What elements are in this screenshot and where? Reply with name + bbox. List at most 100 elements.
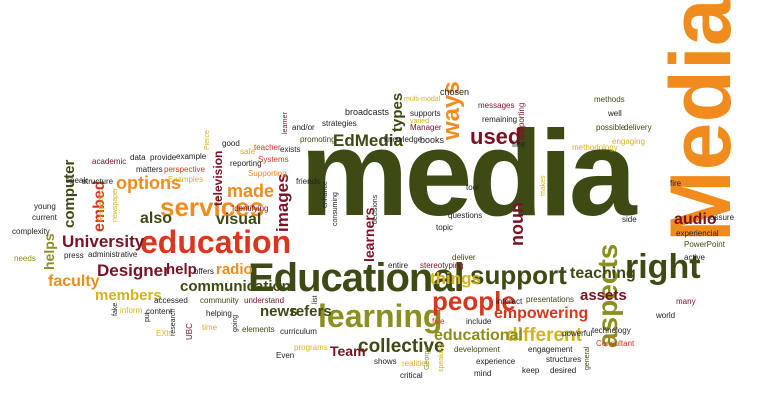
word-systems: Systems xyxy=(258,155,289,164)
word-presentations: presentations xyxy=(526,295,575,304)
word-radio: radio xyxy=(216,261,253,278)
word-used: used xyxy=(470,124,522,149)
word-made: made xyxy=(227,181,275,201)
word-realities: realities xyxy=(402,359,430,368)
word-powerful: powerful xyxy=(562,329,593,338)
word-university: University xyxy=(62,232,145,251)
word-broadcasts: broadcasts xyxy=(345,107,390,117)
word-help: help xyxy=(166,261,197,278)
word-assets: assets xyxy=(580,287,627,304)
word-right: right xyxy=(625,248,701,286)
word-include: include xyxy=(466,317,492,326)
word-varied: varied xyxy=(410,118,430,125)
word-computer: computer xyxy=(61,159,78,228)
word-deliver: deliver xyxy=(452,253,476,262)
word-examples: Examples xyxy=(168,175,204,184)
word-things: things xyxy=(430,269,481,288)
word-list: list xyxy=(312,295,319,304)
word-experience: experience xyxy=(476,357,516,366)
word-programs: programs xyxy=(294,343,328,352)
word-identifying: Identifying xyxy=(232,204,269,213)
word-media-vertical: Media xyxy=(653,0,749,242)
word-side: side xyxy=(622,215,637,224)
word-supports: supports xyxy=(410,109,441,118)
word-perspective: perspective xyxy=(164,165,205,174)
word-friends: friends xyxy=(296,177,321,186)
word-put: put xyxy=(144,312,151,322)
word-powerpoint: PowerPoint xyxy=(684,240,725,249)
word-assure: assure xyxy=(710,213,735,222)
word-chosen: chosen xyxy=(440,87,470,97)
word-communication: communication xyxy=(180,278,291,295)
word-understand: understand xyxy=(244,296,285,305)
word-keep: keep xyxy=(522,366,540,375)
word-strategies: strategies xyxy=(322,119,357,128)
word-remaining: remaining xyxy=(482,115,518,124)
word-development: development xyxy=(454,345,500,354)
word-multi-modal: multi-modal xyxy=(404,96,441,103)
word-interact: interact xyxy=(496,297,523,306)
word-matters: matters xyxy=(136,165,163,174)
word-good: good xyxy=(222,139,240,148)
word-stereotyping: stereotyping xyxy=(420,261,464,270)
word-media: media xyxy=(300,105,637,241)
word-five: five xyxy=(432,317,445,326)
word-support: support xyxy=(470,260,567,290)
word-learning: learning xyxy=(318,298,443,334)
word-and-or: and/or xyxy=(292,123,315,132)
word-teacher: teacher xyxy=(254,143,281,152)
word-edmedia: EdMedia xyxy=(333,131,403,150)
word-complexity: complexity xyxy=(12,227,50,236)
word-young: young xyxy=(34,202,56,211)
word-needs: needs xyxy=(14,254,36,263)
word-helps: helps xyxy=(41,233,57,270)
word-members: members xyxy=(95,287,162,304)
word-consuming: consuming xyxy=(332,192,339,226)
word-collective: collective xyxy=(358,336,445,357)
word-consultant: Consultant xyxy=(596,339,635,348)
word-noun: noun xyxy=(507,202,527,246)
word-knowledge: knowledge xyxy=(384,135,423,144)
word-academic: academic xyxy=(92,157,127,166)
word-speaking: speaking xyxy=(438,343,445,372)
word-television: television xyxy=(211,150,225,206)
word-services: services xyxy=(160,192,265,222)
word-enhance: enhance xyxy=(322,181,329,208)
word-people: people xyxy=(432,286,516,316)
word-exists: exists xyxy=(280,145,301,154)
word-provide: provide xyxy=(150,153,177,162)
word-reporting: reporting xyxy=(230,159,262,168)
word-methods: methods xyxy=(594,95,625,104)
word-inform: inform xyxy=(120,306,143,315)
word-decisions: decisions xyxy=(372,194,379,224)
word-images: images xyxy=(273,173,292,232)
word-entire: entire xyxy=(388,261,409,270)
word-accessed: accessed xyxy=(154,296,188,305)
word-well: well xyxy=(608,109,622,118)
word-current: current xyxy=(32,213,57,222)
word-general: general xyxy=(584,346,591,370)
word-exit: EXIt xyxy=(156,329,172,338)
word-example: example xyxy=(176,152,207,161)
word-active: active xyxy=(684,253,705,262)
word-supporting-lower: Supporting xyxy=(248,169,287,178)
word-different: different xyxy=(506,325,582,346)
word-offers: offers xyxy=(194,267,214,276)
word-helping: helping xyxy=(206,309,232,318)
word-developmental: developmental xyxy=(186,299,192,338)
word-fake: fake xyxy=(112,302,119,316)
word-technology: technology xyxy=(592,326,631,335)
word-newspaper: newspaper xyxy=(112,187,119,222)
word-experiencial: experiencial xyxy=(676,229,719,238)
word-time: time xyxy=(202,323,218,332)
word-tool: tool xyxy=(466,183,479,192)
word-promoting: promoting xyxy=(300,135,336,144)
word-community: community xyxy=(200,296,239,305)
word-safe: safe xyxy=(240,147,256,156)
word-makes: makes xyxy=(540,175,547,196)
word-education: education xyxy=(140,224,292,260)
word-mind: mind xyxy=(474,369,492,378)
word-respected: Respected xyxy=(98,188,105,222)
word-learner: learner xyxy=(282,112,289,134)
